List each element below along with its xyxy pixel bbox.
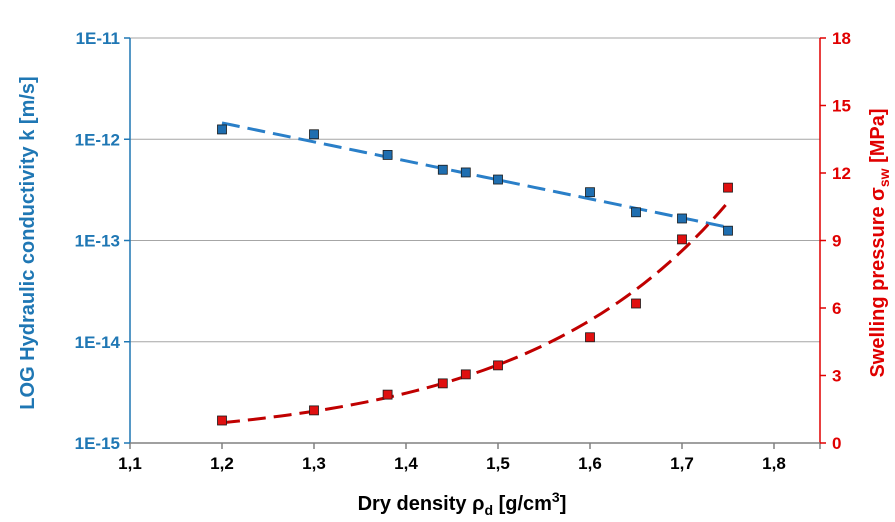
y-right-tick-label: 12: [832, 164, 851, 183]
conductivity-point: [493, 174, 503, 185]
swelling-pressure-point: [437, 378, 448, 389]
swelling-pressure-point: [723, 182, 733, 193]
trend-lines: [221, 121, 730, 425]
x-tick-label: 1,1: [118, 454, 142, 473]
x-tick-label: 1,3: [302, 454, 326, 473]
swelling-pressure-point: [460, 369, 471, 380]
conductivity-point: [382, 150, 393, 160]
conductivity-point: [460, 167, 471, 178]
tick-labels: 1,1 1,2 1,3 1,4 1,5 1,6 1,7 1,8 1E-15 1E-14 1E-13 1…: [75, 29, 851, 473]
conductivity-point: [585, 187, 595, 198]
y-right-tick-label: 6: [832, 299, 841, 318]
swelling-pressure-point: [217, 415, 227, 426]
swelling-pressure-point: [585, 332, 595, 343]
x-tick-label: 1,8: [762, 454, 786, 473]
conductivity-point: [217, 124, 227, 135]
x-tick-label: 1,4: [394, 454, 418, 473]
swelling-pressure-point: [677, 234, 687, 245]
x-tick-label: 1,5: [486, 454, 510, 473]
conductivity-point: [309, 129, 319, 140]
swelling-pressure-point: [493, 360, 503, 371]
swelling-pressure-point: [631, 298, 641, 309]
y-left-tick-label: 1E-13: [75, 232, 120, 251]
y-right-tick-label: 3: [832, 367, 841, 386]
axes: [124, 37, 826, 449]
y-left-tick-label: 1E-11: [76, 29, 120, 48]
x-tick-label: 1,7: [670, 454, 694, 473]
y-left-axis-label: LOG Hydraulic conductivity k [m/s]: [17, 76, 39, 409]
y-right-tick-label: 0: [832, 434, 841, 453]
grid: [130, 37, 820, 343]
conductivity-point: [723, 225, 733, 236]
y-right-tick-label: 9: [832, 232, 841, 251]
swelling-pressure-point: [309, 405, 319, 416]
y-left-tick-label: 1E-14: [75, 333, 121, 352]
conductivity-point: [631, 207, 641, 218]
swelling-pressure-point: [382, 389, 393, 400]
y-right-tick-label: 18: [832, 29, 851, 48]
swelling-trend-line: [221, 201, 730, 425]
y-right-tick-label: 15: [832, 97, 851, 116]
y-left-tick-label: 1E-15: [75, 434, 120, 453]
y-left-tick-label: 1E-12: [75, 130, 120, 149]
conductivity-trend-line: [221, 121, 729, 229]
conductivity-point: [437, 164, 448, 175]
y-right-axis-label: Swelling pressure σsw [MPa]: [867, 108, 892, 377]
x-axis-label: Dry density ρd [g/cm3]: [358, 489, 567, 518]
conductivity-point: [677, 213, 687, 224]
x-tick-label: 1,2: [210, 454, 234, 473]
x-tick-label: 1,6: [578, 454, 602, 473]
data-markers: [217, 124, 733, 426]
